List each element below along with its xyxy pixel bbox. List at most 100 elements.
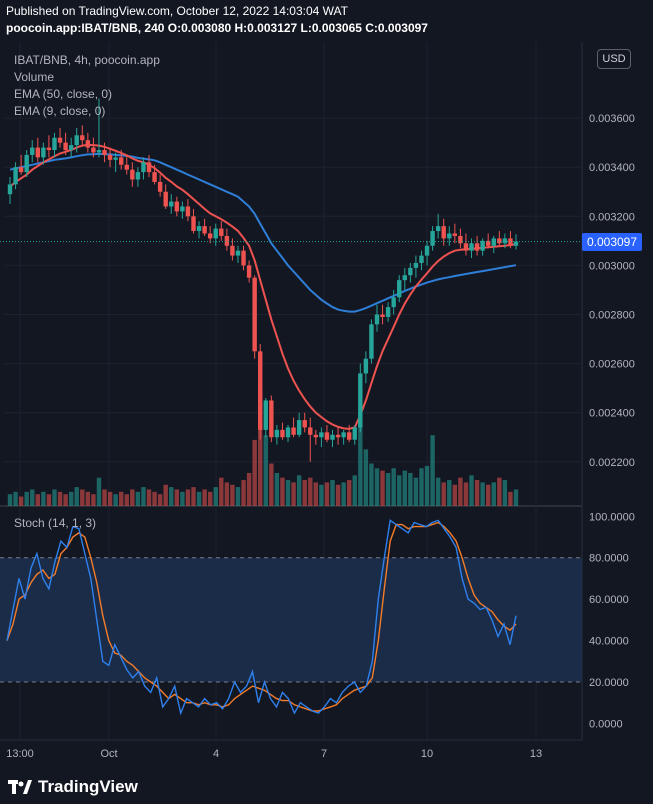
axes: 0.003600 0.003400 0.003200 0.003000 0.002800… bbox=[6, 113, 635, 760]
candle-body bbox=[196, 226, 202, 232]
volume-bar bbox=[380, 470, 385, 506]
volume-bar bbox=[474, 480, 480, 506]
volume-bar bbox=[302, 480, 307, 506]
candle-body bbox=[380, 314, 385, 317]
legend-ema50[interactable]: EMA (50, close, 0) bbox=[14, 87, 113, 101]
stoch-k-line bbox=[6, 519, 517, 716]
volume-bar bbox=[358, 411, 363, 506]
volume-bar bbox=[7, 494, 13, 506]
candle-body bbox=[374, 314, 380, 325]
volume-bar bbox=[352, 475, 357, 506]
time-tick-label: 10 bbox=[421, 748, 433, 760]
candle-body bbox=[85, 140, 91, 148]
time-tick-label: 4 bbox=[213, 748, 219, 760]
volume-bar bbox=[241, 480, 246, 506]
volume-bar bbox=[169, 487, 174, 506]
candle-body bbox=[52, 137, 57, 151]
volume-bar bbox=[252, 439, 257, 506]
candle-body bbox=[285, 427, 291, 438]
candle-body bbox=[480, 240, 485, 251]
volume-bar bbox=[291, 482, 296, 506]
candle-body bbox=[18, 167, 24, 173]
volume-bar bbox=[341, 482, 346, 506]
volume-bar bbox=[274, 472, 280, 506]
volume-bar bbox=[68, 491, 74, 506]
volume-bar bbox=[96, 477, 102, 506]
candle-body bbox=[169, 201, 174, 207]
candle-body bbox=[163, 191, 168, 207]
candle-body bbox=[41, 147, 46, 158]
candle-body bbox=[341, 432, 346, 438]
candle-body bbox=[430, 231, 435, 246]
volume-bar bbox=[235, 487, 241, 506]
candle-body bbox=[352, 427, 357, 440]
volume-bar bbox=[308, 477, 313, 506]
candle-body bbox=[408, 267, 413, 276]
candle-body bbox=[369, 324, 374, 359]
candle-body bbox=[157, 181, 163, 192]
stoch-tick-label: 0.0000 bbox=[589, 718, 623, 730]
candle-body bbox=[174, 201, 180, 212]
volume-bar bbox=[191, 487, 196, 506]
volume-bar bbox=[163, 484, 168, 506]
volume-bar bbox=[246, 472, 252, 506]
candle-body bbox=[419, 255, 424, 263]
volume-bar bbox=[452, 484, 458, 506]
candle-body bbox=[46, 147, 52, 151]
volume-bar bbox=[485, 484, 491, 506]
price-tick-label: 0.002400 bbox=[589, 408, 635, 420]
candle-body bbox=[274, 429, 280, 438]
volume-bar bbox=[224, 482, 230, 506]
volume-bar bbox=[480, 482, 485, 506]
volume-bar bbox=[280, 477, 285, 506]
time-tick-label: 13:00 bbox=[6, 748, 34, 760]
candle-body bbox=[124, 164, 129, 170]
volume-bar bbox=[369, 463, 374, 506]
candle-body bbox=[74, 135, 79, 146]
currency-button[interactable]: USD bbox=[597, 49, 631, 69]
candle-body bbox=[235, 250, 241, 256]
candle-body bbox=[441, 226, 446, 239]
volume-bar bbox=[74, 487, 79, 506]
candle-body bbox=[135, 172, 141, 180]
volume-bar bbox=[330, 480, 335, 506]
volume-bar bbox=[447, 480, 452, 506]
candle-body bbox=[458, 235, 463, 244]
ema50-path bbox=[9, 152, 517, 313]
candle-body bbox=[146, 162, 152, 173]
volume-bar bbox=[46, 494, 52, 506]
candle-body bbox=[35, 147, 41, 158]
volume-bar bbox=[269, 463, 274, 506]
volume-bar bbox=[319, 484, 324, 506]
legend-ema9[interactable]: EMA (9, close, 0) bbox=[14, 104, 106, 118]
volume-bar bbox=[13, 491, 18, 506]
volume-bar bbox=[202, 489, 207, 506]
price-tick-label: 0.003400 bbox=[589, 162, 635, 174]
volume-bar bbox=[24, 491, 29, 506]
volume-bar bbox=[196, 491, 202, 506]
legend-volume[interactable]: Volume bbox=[14, 70, 55, 84]
candle-body bbox=[224, 235, 230, 246]
candle-body bbox=[335, 434, 341, 438]
candle-body bbox=[258, 351, 263, 430]
legend-stoch[interactable]: Stoch (14, 1, 3) bbox=[14, 516, 97, 530]
tradingview-watermark[interactable]: TradingView bbox=[8, 777, 138, 797]
volume-bars bbox=[7, 388, 519, 506]
candle-body bbox=[358, 373, 363, 428]
volume-bar bbox=[374, 468, 380, 506]
volume-bar bbox=[441, 482, 446, 506]
candle-body bbox=[130, 169, 135, 180]
volume-bar bbox=[263, 435, 268, 506]
legend-title[interactable]: IBAT/BNB, 4h, poocoin.app bbox=[14, 53, 160, 67]
volume-bar bbox=[397, 475, 402, 506]
ema50-line bbox=[9, 152, 517, 313]
volume-bar bbox=[124, 494, 129, 506]
candle-body bbox=[202, 226, 207, 234]
time-tick-label: 13 bbox=[530, 748, 542, 760]
volume-bar bbox=[313, 482, 319, 506]
stoch-tick-label: 40.0000 bbox=[589, 636, 629, 648]
volume-bar bbox=[285, 480, 291, 506]
candle-body bbox=[252, 277, 257, 352]
candle-body bbox=[291, 427, 296, 435]
volume-bar bbox=[91, 494, 96, 506]
